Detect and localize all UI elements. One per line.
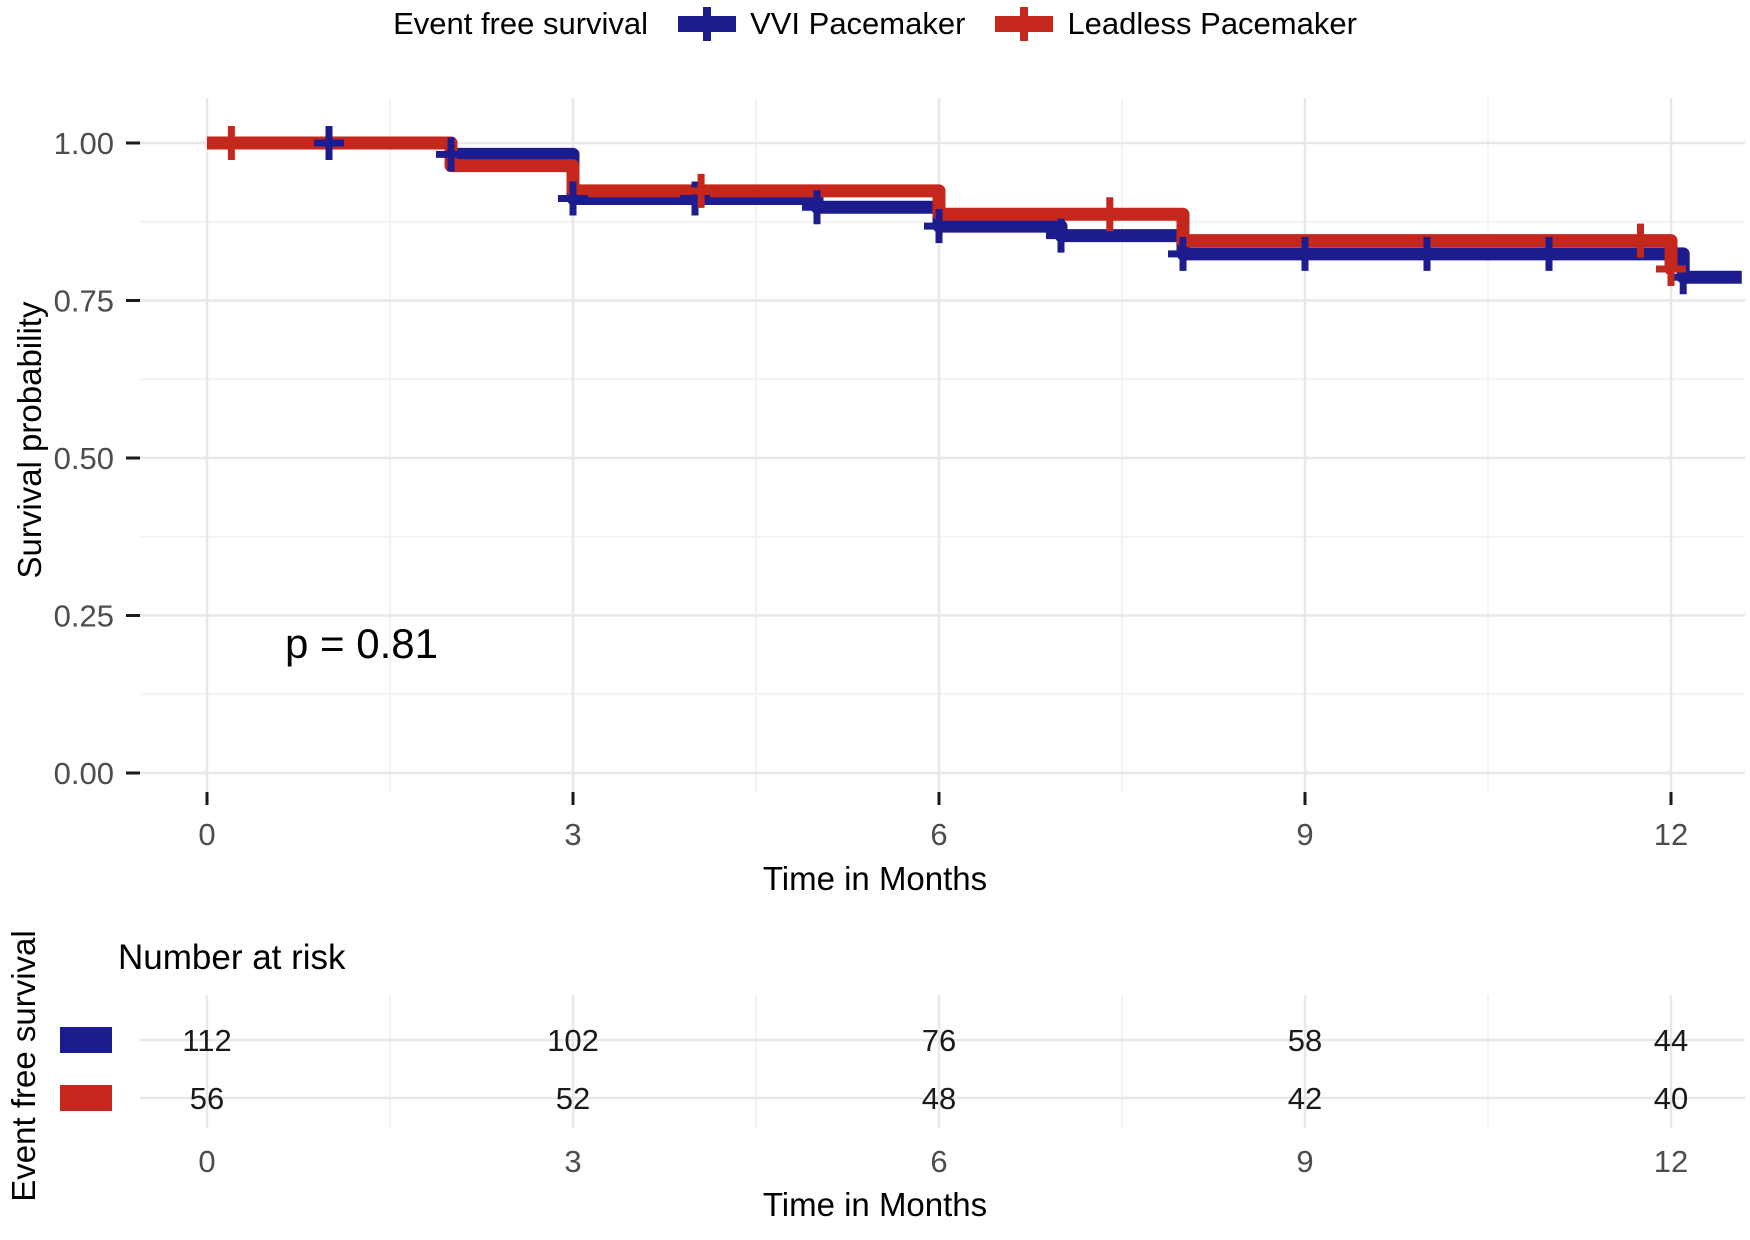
x-tick-label: 12 [1654, 817, 1688, 852]
y-tick-label: 0.25 [54, 599, 114, 634]
risk-count: 76 [922, 1023, 956, 1058]
risk-table-x-axis-title: Time in Months [762, 1186, 988, 1223]
y-tick-label: 0.50 [54, 441, 114, 476]
legend: Event free survival VVI Pacemaker Leadle… [0, 6, 1750, 42]
risk-count: 58 [1288, 1023, 1322, 1058]
vvi-key-censor-tick [703, 7, 712, 41]
risk-count: 44 [1654, 1023, 1688, 1058]
risk-count: 102 [547, 1023, 599, 1058]
y-tick-label: 0.00 [54, 756, 114, 791]
x-tick-label: 3 [564, 817, 581, 852]
x-tick-label: 9 [1296, 817, 1313, 852]
x-tick-label: 6 [930, 817, 947, 852]
x-axis-title: Time in Months [762, 860, 988, 897]
risk-table-title: Number at risk [118, 938, 346, 977]
legend-item-vvi: VVI Pacemaker [678, 6, 965, 42]
risk-x-tick-label: 12 [1654, 1144, 1688, 1179]
risk-count: 112 [182, 1023, 231, 1058]
legend-item-leadless: Leadless Pacemaker [995, 6, 1357, 42]
legend-label-leadless: Leadless Pacemaker [1067, 6, 1357, 41]
risk-count: 52 [556, 1081, 590, 1116]
risk-x-tick-label: 0 [198, 1144, 215, 1179]
risk-count: 48 [922, 1081, 956, 1116]
y-tick-label: 0.75 [54, 284, 114, 319]
risk-row-swatch-leadless [60, 1085, 112, 1111]
risk-x-tick-label: 6 [930, 1144, 947, 1179]
legend-title: Event free survival [393, 6, 649, 41]
legend-label-vvi: VVI Pacemaker [750, 6, 966, 41]
p-value-annotation: p = 0.81 [285, 620, 438, 667]
risk-table-group-label: Event free survival [5, 930, 42, 1202]
risk-count: 42 [1288, 1081, 1322, 1116]
leadless-key-censor-tick [1020, 7, 1029, 41]
risk-count: 40 [1654, 1081, 1688, 1116]
y-tick-label: 1.00 [54, 126, 114, 161]
risk-x-tick-label: 3 [564, 1144, 581, 1179]
y-axis-title: Survival probability [11, 301, 48, 579]
risk-row-swatch-vvi [60, 1027, 112, 1053]
vvi-legend-key-icon [678, 7, 737, 41]
risk-count: 56 [190, 1081, 224, 1116]
leadless-legend-key-icon [995, 7, 1054, 41]
x-tick-label: 0 [198, 817, 215, 852]
risk-x-tick-label: 9 [1296, 1144, 1313, 1179]
